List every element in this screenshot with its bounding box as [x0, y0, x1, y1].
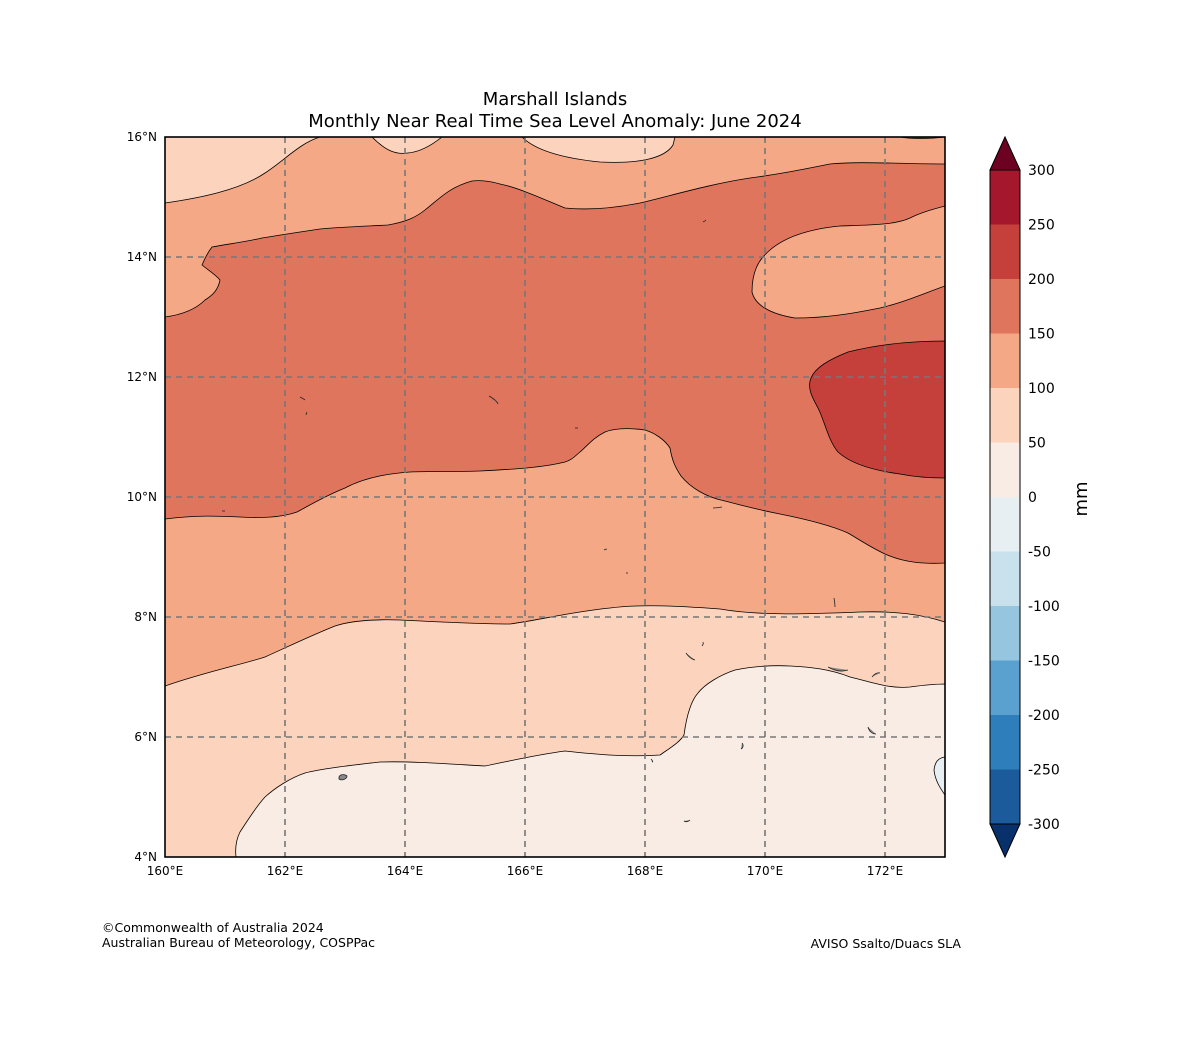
island-atoll [701, 641, 704, 647]
island-atoll [702, 219, 707, 223]
colorbar-segment [990, 442, 1020, 497]
colorbar-min-extension [989, 823, 1021, 859]
colorbar-segment [990, 551, 1020, 606]
colorbar-segment [990, 769, 1020, 824]
colorbar-tick: -50 [1028, 545, 1051, 561]
island-atoll [740, 742, 744, 750]
gridlines [165, 137, 945, 857]
contour-neg50-0 [933, 756, 945, 796]
x-tick: 164°E [387, 864, 424, 878]
island-atoll [827, 666, 849, 672]
island-atoll [871, 672, 881, 678]
island-atoll [305, 411, 308, 416]
colorbar-tick: -100 [1028, 599, 1060, 615]
agency-text: Australian Bureau of Meteorology, COSPPa… [102, 935, 375, 950]
island-atoll [603, 548, 608, 551]
colorbar-label: mm [1071, 481, 1092, 516]
x-tick: 166°E [507, 864, 544, 878]
colorbar-segment [990, 388, 1020, 443]
colorbar-tick: 50 [1028, 436, 1046, 452]
y-tick: 10°N [127, 490, 157, 504]
colorbar-tick: 100 [1028, 381, 1055, 397]
island-atoll [833, 597, 836, 608]
colorbar-segment [990, 606, 1020, 661]
colorbar-tick: 200 [1028, 272, 1055, 288]
colorbar-segment [990, 497, 1020, 552]
y-tick: 12°N [127, 370, 157, 384]
island-atoll [488, 395, 499, 405]
colorbar-tick: -300 [1028, 817, 1060, 833]
island-atoll [683, 819, 691, 823]
colorbar-tick: 0 [1028, 490, 1037, 506]
colorbar-tick: 250 [1028, 218, 1055, 234]
y-tick: 4°N [134, 850, 157, 864]
colorbar-segment [990, 224, 1020, 279]
y-tick: 16°N [127, 130, 157, 144]
x-tick: 172°E [867, 864, 904, 878]
colorbar-tick: -200 [1028, 708, 1060, 724]
x-tick: 168°E [627, 864, 664, 878]
island-atoll [299, 396, 306, 401]
x-tick: 162°E [267, 864, 304, 878]
contour-200-250 [809, 340, 945, 479]
x-axis-ticks: 160°E 162°E 164°E 166°E 168°E 170°E 172°… [147, 864, 904, 878]
colorbar-segment [990, 170, 1020, 225]
map-frame [164, 136, 946, 858]
colorbar-tick: -150 [1028, 654, 1060, 670]
map-title: Marshall Islands [483, 89, 627, 110]
colorbar-tick: 300 [1028, 163, 1055, 179]
colorbar-segment [990, 279, 1020, 334]
colorbar-frame [989, 169, 1021, 825]
x-tick: 170°E [747, 864, 784, 878]
island-atoll [712, 506, 723, 509]
y-tick: 14°N [127, 250, 157, 264]
colorbar-segment [990, 660, 1020, 715]
colorbar-ticks: 300 250 200 150 100 50 0 -50 -100 -150 -… [1028, 163, 1060, 833]
island-atoll [867, 726, 877, 735]
copyright-text: ©Commonwealth of Australia 2024 [102, 920, 324, 935]
island-atoll [685, 652, 696, 661]
colorbar: 300 250 200 150 100 50 0 -50 -100 -150 -… [989, 135, 1092, 859]
colorbar-segment [990, 715, 1020, 770]
x-tick: 160°E [147, 864, 184, 878]
y-tick: 6°N [134, 730, 157, 744]
map-subtitle: Monthly Near Real Time Sea Level Anomaly… [308, 111, 801, 132]
data-source-text: AVISO Ssalto/Duacs SLA [811, 936, 962, 951]
colorbar-segment [990, 333, 1020, 388]
y-tick: 8°N [134, 610, 157, 624]
colorbar-max-extension [989, 135, 1021, 171]
colorbar-tick: -250 [1028, 763, 1060, 779]
islands [222, 219, 881, 823]
island-atoll [650, 758, 654, 763]
island-kosrae [338, 774, 348, 781]
contour-150-200 [165, 162, 945, 564]
contour-0-50 [235, 665, 945, 857]
colorbar-tick: 150 [1028, 327, 1055, 343]
y-axis-ticks: 16°N 14°N 12°N 10°N 8°N 6°N 4°N [127, 130, 157, 864]
